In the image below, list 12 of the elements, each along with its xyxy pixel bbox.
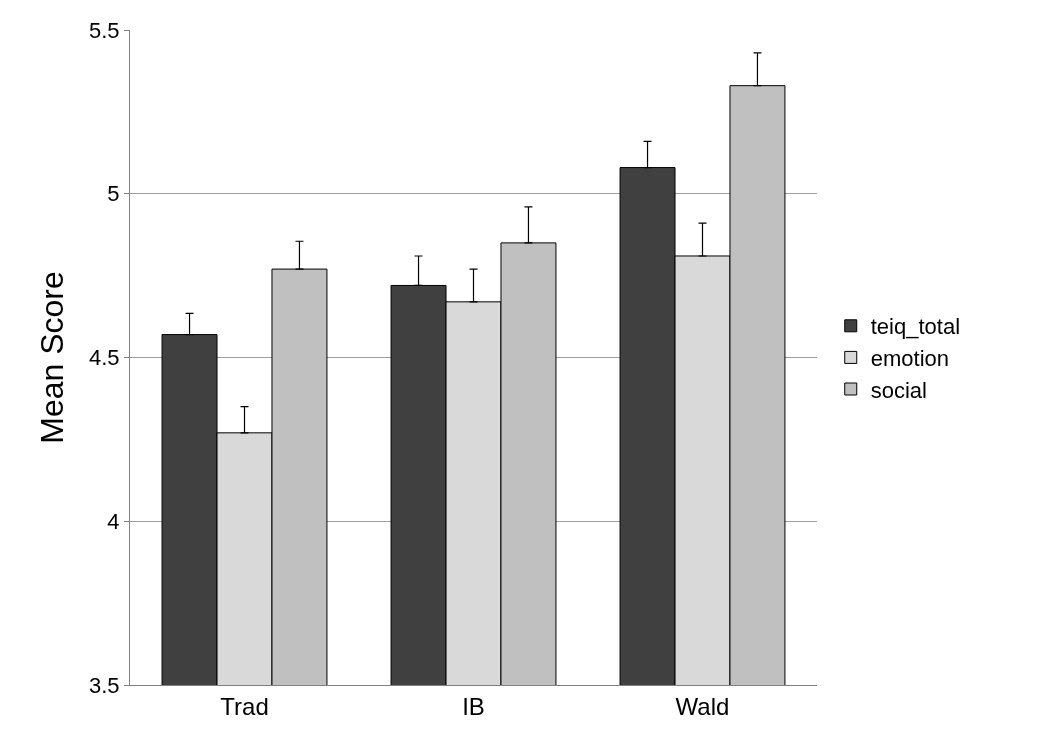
y-tick-label: 4 bbox=[107, 508, 120, 534]
x-tick-label: Trad bbox=[220, 692, 269, 720]
x-tick-label: IB bbox=[462, 692, 485, 720]
y-tick-label: 5.5 bbox=[89, 17, 120, 43]
y-tick-label: 5 bbox=[107, 181, 120, 207]
y-tick-label: 4.5 bbox=[89, 345, 120, 371]
legend-label: teiq_total bbox=[870, 314, 961, 340]
y-axis-title: Mean Score bbox=[34, 271, 71, 444]
y-tick-label: 3.5 bbox=[89, 672, 120, 698]
legend-label: emotion bbox=[870, 345, 950, 371]
x-tick-label: Wald bbox=[675, 692, 730, 720]
legend-label: social bbox=[870, 377, 927, 403]
